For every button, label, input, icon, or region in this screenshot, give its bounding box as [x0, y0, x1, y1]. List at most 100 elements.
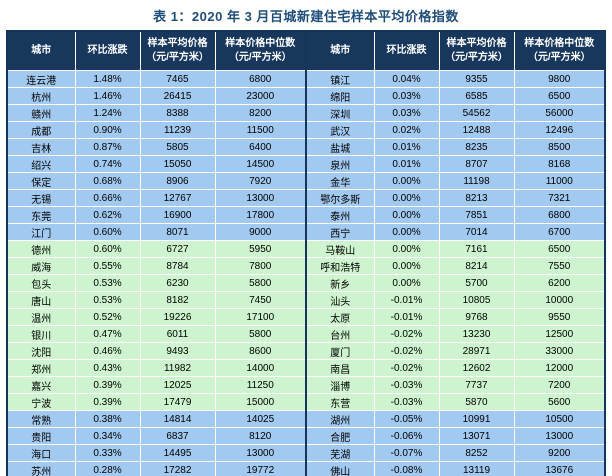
change-cell: 0.00%	[374, 223, 440, 241]
change-cell: 0.62%	[75, 206, 141, 224]
change-cell: -0.01%	[374, 308, 440, 326]
median-price-cell: 56000	[514, 104, 605, 122]
city-cell: 包头	[7, 274, 76, 292]
city-cell: 保定	[7, 172, 76, 190]
median-price-cell: 6800	[514, 206, 605, 224]
col-header-avg-price-left: 样本平均价格 （元/平方米）	[140, 31, 216, 71]
col-header-median-line2: （元/平方米）	[228, 52, 292, 63]
median-price-cell: 7450	[215, 291, 307, 309]
col-header-city-left: 城市	[7, 31, 76, 71]
avg-price-cell: 17282	[140, 461, 216, 476]
change-cell: 0.02%	[374, 121, 440, 139]
avg-price-cell: 8182	[140, 291, 216, 309]
avg-price-cell: 6727	[140, 240, 216, 258]
city-cell: 呼和浩特	[305, 257, 375, 275]
table-row: 无锡 0.66% 12767 13000 鄂尔多斯 0.00% 8213 7321	[7, 189, 605, 207]
city-cell: 马鞍山	[305, 240, 375, 258]
median-price-cell: 8200	[215, 104, 307, 122]
city-cell: 台州	[305, 325, 375, 343]
change-cell: 0.33%	[75, 444, 141, 462]
median-price-cell: 5800	[215, 274, 307, 292]
change-cell: 1.46%	[75, 87, 141, 105]
city-cell: 赣州	[7, 104, 76, 122]
change-cell: 0.28%	[75, 461, 141, 476]
city-cell: 淄博	[305, 376, 375, 394]
avg-price-cell: 7465	[140, 70, 216, 88]
table-row: 绍兴 0.74% 15050 14500 泉州 0.01% 8707 8168	[7, 155, 605, 173]
city-cell: 吉林	[7, 138, 76, 156]
median-price-cell: 23000	[215, 87, 307, 105]
page-title: 表 1：2020 年 3 月百城新建住宅样本平均价格指数	[153, 9, 459, 24]
col-header-avg-line2: （元/平方米）	[146, 52, 209, 63]
avg-price-cell: 11239	[140, 121, 216, 139]
change-cell: 0.53%	[75, 274, 141, 292]
median-price-cell: 13000	[215, 189, 307, 207]
median-price-cell: 8500	[514, 138, 605, 156]
change-cell: -0.05%	[374, 410, 440, 428]
avg-price-cell: 15050	[140, 155, 216, 173]
change-cell: 1.24%	[75, 104, 141, 122]
avg-price-cell: 8252	[439, 444, 515, 462]
change-cell: 1.48%	[75, 70, 141, 88]
city-cell: 泉州	[305, 155, 375, 173]
median-price-cell: 8120	[215, 427, 307, 445]
change-cell: 0.04%	[374, 70, 440, 88]
city-cell: 新乡	[305, 274, 375, 292]
avg-price-cell: 54562	[439, 104, 515, 122]
table-row: 嘉兴 0.39% 12025 11250 淄博 -0.03% 7737 7200	[7, 376, 605, 394]
avg-price-cell: 8388	[140, 104, 216, 122]
city-cell: 汕头	[305, 291, 375, 309]
median-price-cell: 14025	[215, 410, 307, 428]
change-cell: -0.08%	[374, 461, 440, 476]
change-cell: -0.06%	[374, 427, 440, 445]
city-cell: 沈阳	[7, 342, 76, 360]
table-row: 苏州 0.28% 17282 19772 佛山 -0.08% 13119 13676	[7, 461, 605, 476]
change-cell: 0.90%	[75, 121, 141, 139]
avg-price-cell: 16900	[140, 206, 216, 224]
col-header-median-line2: （元/平方米）	[527, 52, 591, 63]
median-price-cell: 12500	[514, 325, 605, 343]
change-cell: 0.00%	[374, 189, 440, 207]
table-row: 保定 0.68% 8906 7920 金华 0.00% 11198 11000	[7, 172, 605, 190]
city-cell: 芜湖	[305, 444, 375, 462]
median-price-cell: 13000	[514, 427, 605, 445]
avg-price-cell: 11982	[140, 359, 216, 377]
table-row: 宁波 0.39% 17479 15000 东营 -0.03% 5870 5600	[7, 393, 605, 411]
avg-price-cell: 8214	[439, 257, 515, 275]
table-row: 成都 0.90% 11239 11500 武汉 0.02% 12488 12496	[7, 121, 605, 139]
change-cell: -0.03%	[374, 376, 440, 394]
table-row: 包头 0.53% 6230 5800 新乡 0.00% 5700 6200	[7, 274, 605, 292]
city-cell: 南昌	[305, 359, 375, 377]
avg-price-cell: 8235	[439, 138, 515, 156]
median-price-cell: 33000	[514, 342, 605, 360]
city-cell: 唐山	[7, 291, 76, 309]
change-cell: 0.46%	[75, 342, 141, 360]
median-price-cell: 8600	[215, 342, 307, 360]
avg-price-cell: 8784	[140, 257, 216, 275]
avg-price-cell: 12025	[140, 376, 216, 394]
city-cell: 深圳	[305, 104, 375, 122]
col-header-median-price-right: 样本价格中位数 （元/平方米）	[514, 31, 605, 71]
avg-price-cell: 10991	[439, 410, 515, 428]
median-price-cell: 11250	[215, 376, 307, 394]
median-price-cell: 12496	[514, 121, 605, 139]
header-row: 城市 环比涨跌 样本平均价格 （元/平方米） 样本价格中位数 （元/平方米） 城…	[7, 31, 605, 71]
median-price-cell: 6700	[514, 223, 605, 241]
change-cell: 0.01%	[374, 138, 440, 156]
city-cell: 厦门	[305, 342, 375, 360]
change-cell: 0.03%	[374, 104, 440, 122]
table-row: 东莞 0.62% 16900 17800 泰州 0.00% 7851 6800	[7, 206, 605, 224]
city-cell: 郑州	[7, 359, 76, 377]
avg-price-cell: 11198	[439, 172, 515, 190]
change-cell: -0.03%	[374, 393, 440, 411]
avg-price-cell: 6585	[439, 87, 515, 105]
change-cell: 0.34%	[75, 427, 141, 445]
table-row: 吉林 0.87% 5805 6400 盐城 0.01% 8235 8500	[7, 138, 605, 156]
median-price-cell: 6500	[514, 87, 605, 105]
median-price-cell: 17100	[215, 308, 307, 326]
avg-price-cell: 9355	[439, 70, 515, 88]
city-cell: 温州	[7, 308, 76, 326]
change-cell: 0.74%	[75, 155, 141, 173]
median-price-cell: 5600	[514, 393, 605, 411]
table-row: 郑州 0.43% 11982 14000 南昌 -0.02% 12602 12000	[7, 359, 605, 377]
